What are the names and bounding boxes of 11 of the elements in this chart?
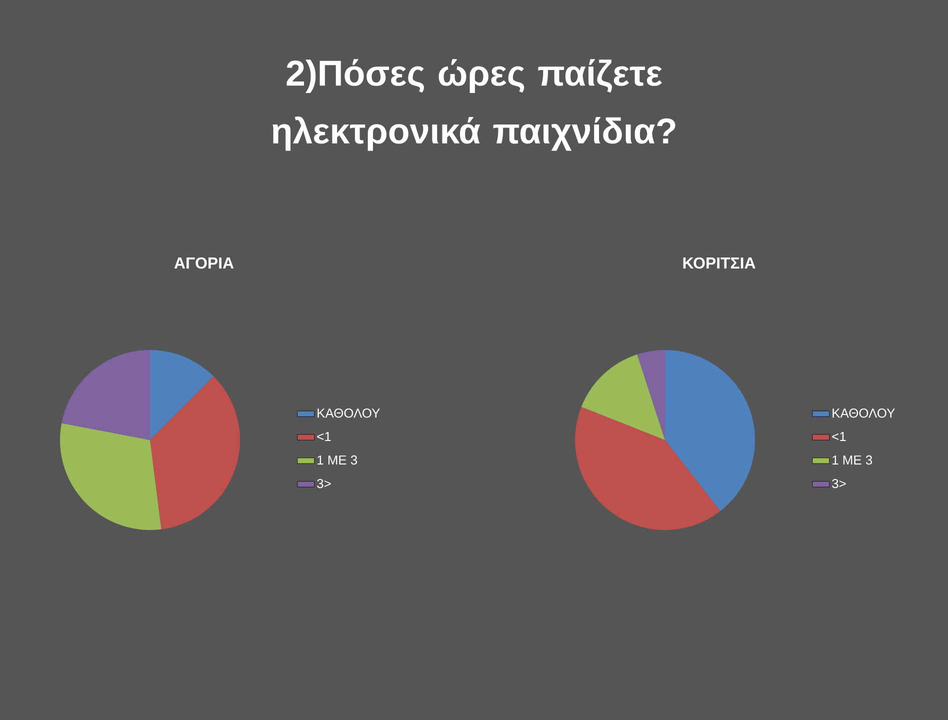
legend-label: <1 xyxy=(317,432,331,441)
legend-label: <1 xyxy=(832,432,846,441)
legend-label: ΚΑΘΟΛΟΥ xyxy=(318,408,380,418)
legend-label: 3> xyxy=(832,478,846,488)
legend-label: 3> xyxy=(317,478,331,488)
legend-label: ΚΑΘΟΛΟΥ xyxy=(832,408,895,418)
chart-title: ΚΟΡΙΤΣΙΑ xyxy=(683,257,756,269)
text: 2)Πόσες ώρες παίζετε ηλεκτρονικά παιχνίδια? xyxy=(272,59,676,151)
legend-label: 1 ΜΕ 3 xyxy=(832,455,872,465)
legend-label: 1 ΜΕ 3 xyxy=(318,455,358,465)
chart-title: ΑΓΟΡΙΑ xyxy=(174,257,234,269)
